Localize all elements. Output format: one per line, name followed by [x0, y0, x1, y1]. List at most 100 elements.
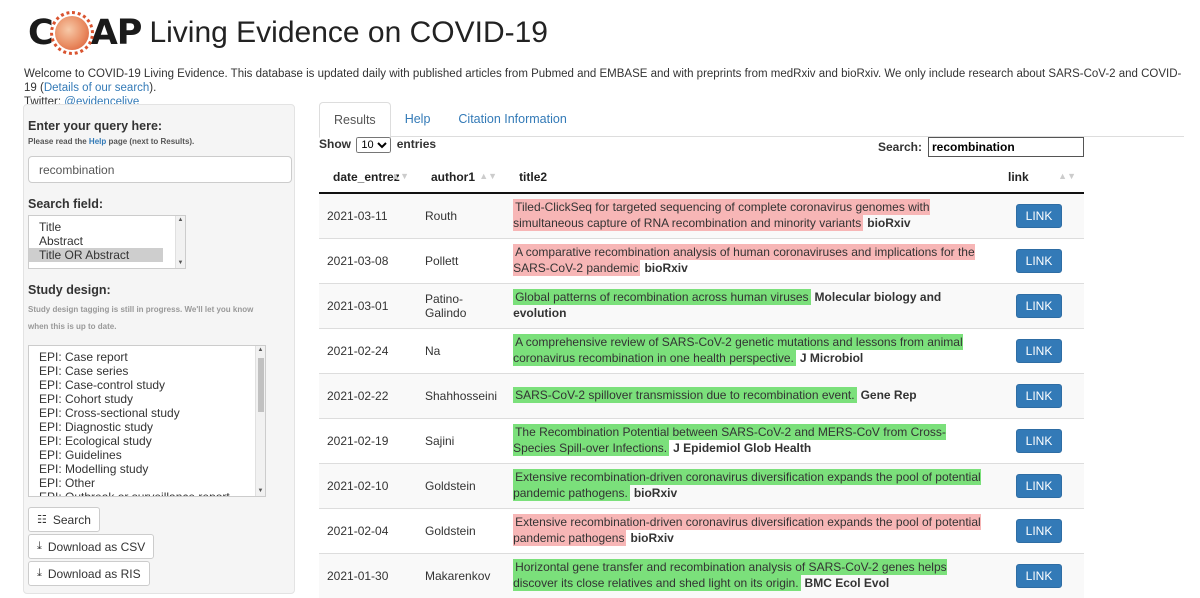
- article-title: Extensive recombination-driven coronavir…: [513, 469, 981, 501]
- select-option[interactable]: EPI: Cohort study: [39, 392, 134, 406]
- help-link[interactable]: Help: [88, 137, 107, 146]
- select-option[interactable]: EPI: Case series: [39, 364, 129, 378]
- link-button[interactable]: LINK: [1016, 518, 1062, 543]
- select-option[interactable]: EPI: Outbreak or surveillance report: [39, 490, 230, 497]
- article-title: Tiled-ClickSeq for targeted sequencing o…: [513, 199, 930, 231]
- cell-link: LINK: [994, 372, 1084, 418]
- journal-name: Gene Rep: [860, 387, 917, 402]
- select-option[interactable]: EPI: Guidelines: [39, 448, 122, 462]
- download-csv-button[interactable]: ⤓ Download as CSV: [28, 534, 155, 559]
- download-icon: ⤓: [37, 567, 42, 579]
- study-design-scrollbar[interactable]: ▲ ▼: [255, 346, 265, 496]
- link-button[interactable]: LINK: [1016, 428, 1062, 453]
- select-option[interactable]: EPI: Modelling study: [39, 462, 149, 476]
- select-option[interactable]: EPI: Other: [39, 476, 96, 490]
- journal-name: BMC Ecol Evol: [804, 575, 890, 590]
- cell-author: Routh: [417, 192, 506, 238]
- link-button[interactable]: LINK: [1016, 383, 1062, 408]
- study-design-note: Study design tagging is still in progres…: [28, 305, 254, 331]
- journal-name: bioRxiv: [630, 530, 674, 545]
- journal-name: bioRxiv: [633, 485, 678, 500]
- cell-link: LINK: [994, 417, 1084, 463]
- cell-date: 2021-03-08: [319, 237, 417, 283]
- table-row: 2021-02-10 Goldstein Extensive recombinati…: [319, 462, 1084, 508]
- select-option[interactable]: Abstract: [39, 234, 84, 248]
- column-header-date[interactable]: date_entrez ▲▼: [319, 162, 417, 194]
- list-icon: ☷: [37, 514, 47, 526]
- table-row: 2021-02-19 Sajini The Recombination Potent…: [319, 417, 1084, 463]
- link-button[interactable]: LINK: [1016, 473, 1062, 498]
- cell-author: Makarenkov: [417, 552, 506, 598]
- cell-author: Goldstein: [417, 462, 506, 508]
- select-option[interactable]: EPI: Diagnostic study: [39, 420, 154, 434]
- header: C AP Living Evidence on COVID-19: [28, 8, 548, 58]
- page-length-select[interactable]: 10: [356, 137, 392, 153]
- cell-title: Extensive recombination-driven coronavir…: [505, 507, 994, 553]
- link-button[interactable]: LINK: [1016, 293, 1062, 318]
- cell-date: 2021-02-10: [319, 462, 417, 508]
- sort-icon: ▲▼: [1058, 171, 1076, 181]
- search-button[interactable]: ☷ Search: [28, 507, 100, 532]
- sort-icon: ▲▼: [391, 171, 409, 181]
- table-row: 2021-02-24 Na A comprehensive review of SA…: [319, 327, 1084, 373]
- cell-date: 2021-03-01: [319, 282, 417, 328]
- cell-title: Tiled-ClickSeq for targeted sequencing o…: [505, 192, 994, 238]
- link-button[interactable]: LINK: [1016, 563, 1062, 588]
- article-title: Global patterns of recombination across …: [513, 289, 811, 305]
- cell-link: LINK: [994, 462, 1084, 508]
- site-title: Living Evidence on COVID-19: [149, 16, 548, 49]
- link-button[interactable]: LINK: [1016, 203, 1062, 228]
- select-option[interactable]: EPI: Case-control study: [39, 378, 166, 392]
- search-field-scrollbar[interactable]: ▲ ▼: [175, 216, 185, 268]
- cell-title: SARS-CoV-2 spillover transmission due to…: [505, 372, 994, 418]
- link-button[interactable]: LINK: [1016, 248, 1062, 273]
- query-input[interactable]: [28, 156, 292, 183]
- column-header-author[interactable]: author1 ▲▼: [417, 162, 506, 194]
- cell-date: 2021-03-11: [319, 192, 417, 238]
- virus-icon: [49, 11, 94, 55]
- link-button[interactable]: LINK: [1016, 338, 1062, 363]
- table-row: 2021-03-11 Routh Tiled-ClickSeq for target…: [319, 192, 1084, 238]
- journal-name: bioRxiv: [867, 215, 911, 230]
- tab-help[interactable]: Help: [404, 112, 431, 126]
- cell-author: Pollett: [417, 237, 506, 283]
- article-title: A comparative recombination analysis of …: [513, 244, 975, 276]
- cell-author: Patino-Galindo: [417, 282, 506, 328]
- query-label: Enter your query here:: [28, 119, 163, 133]
- table-search-input[interactable]: [928, 137, 1084, 157]
- search-field-select[interactable]: ▲ ▼ Title Abstract Title OR Abstract: [28, 215, 186, 269]
- article-title: A comprehensive review of SARS-CoV-2 gen…: [513, 334, 963, 366]
- study-design-label: Study design:: [28, 283, 111, 297]
- article-title: SARS-CoV-2 spillover transmission due to…: [513, 386, 857, 403]
- cell-title: Extensive recombination-driven coronavir…: [505, 462, 994, 508]
- column-header-link[interactable]: link ▲▼: [994, 162, 1084, 194]
- cell-link: LINK: [994, 282, 1084, 328]
- cell-date: 2021-02-24: [319, 327, 417, 373]
- download-ris-button[interactable]: ⤓ Download as RIS: [28, 561, 150, 586]
- cell-author: Shahhosseini: [417, 372, 506, 418]
- select-option[interactable]: EPI: Case report: [39, 350, 128, 364]
- results-table: date_entrez ▲▼ author1 ▲▼ title2 link ▲▼ 20…: [319, 162, 1084, 598]
- details-of-search-link[interactable]: Details of our search: [43, 82, 150, 94]
- table-header-row: date_entrez ▲▼ author1 ▲▼ title2 link ▲▼: [319, 162, 1084, 194]
- select-option[interactable]: EPI: Cross-sectional study: [39, 406, 180, 420]
- tab-results[interactable]: Results: [319, 102, 391, 138]
- table-row: 2021-03-01 Patino-Galindo Global patterns …: [319, 282, 1084, 328]
- cell-author: Goldstein: [417, 507, 506, 553]
- select-option[interactable]: Title OR Abstract: [29, 248, 163, 262]
- sidebar: Enter your query here: Please read the H…: [23, 104, 295, 594]
- tab-citation-information[interactable]: Citation Information: [458, 112, 567, 126]
- column-header-title[interactable]: title2: [505, 162, 994, 194]
- select-option[interactable]: EPI: Ecological study: [39, 434, 152, 448]
- query-note: Please read the Help page (next to Resul…: [28, 137, 195, 146]
- journal-name: J Microbiol: [799, 350, 864, 365]
- cell-link: LINK: [994, 237, 1084, 283]
- study-design-select[interactable]: ▲ ▼ EPI: Case report EPI: Case series EPI: …: [28, 345, 266, 497]
- select-option[interactable]: Title: [39, 220, 62, 234]
- search-field-label: Search field:: [28, 197, 104, 211]
- cell-link: LINK: [994, 327, 1084, 373]
- journal-name: J Epidemiol Glob Health: [673, 440, 812, 455]
- page-length-control: Show 10 entries: [319, 137, 436, 153]
- table-row: 2021-01-30 Makarenkov Horizontal gene tran…: [319, 552, 1084, 598]
- scrollbar-thumb[interactable]: [258, 358, 264, 412]
